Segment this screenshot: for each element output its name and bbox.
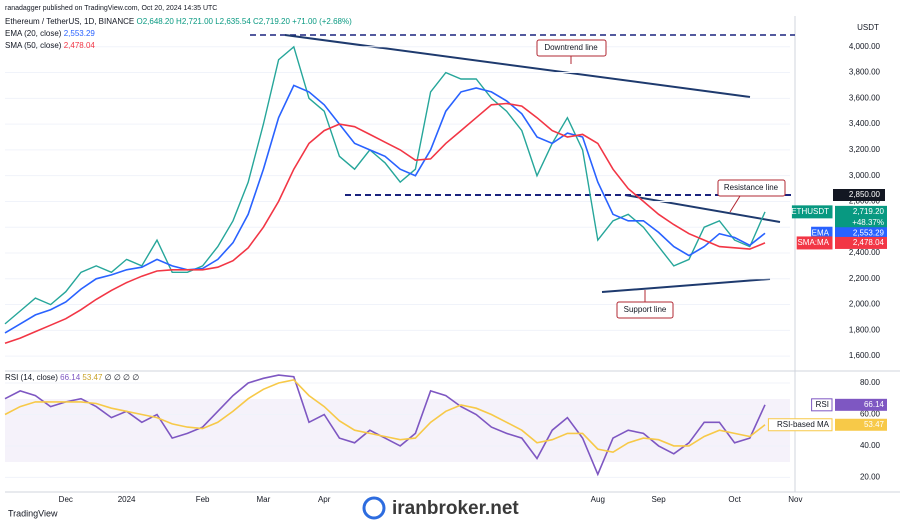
x-tick-label: Apr [318,495,331,504]
series-line [4,84,766,334]
series-line [4,45,766,325]
y-tick-label: 1,800.00 [849,325,881,334]
price-tag-label: 66.14 [864,400,885,409]
y-tick-label: 20.00 [860,473,881,482]
annotation-connector [729,195,741,213]
ohlc: O2,648.20 H2,721.00 L2,635.54 C2,719.20 … [136,17,352,26]
resistance-line [624,194,781,223]
tag-label: RSI-based MA [777,420,830,429]
y-tick-label: 3,400.00 [849,119,881,128]
x-tick-label: Nov [788,495,802,504]
downtrend-line [284,34,751,98]
legend-value: 66.14 [60,373,81,382]
y-tick-label: 2,000.00 [849,300,881,309]
y-tick-label: 80.00 [860,378,881,387]
legend-value: 2,553.29 [64,29,96,38]
x-tick-label: Feb [196,495,210,504]
price-tag-label: 2,553.29 [853,228,885,237]
tag-label: ETHUSDT [791,207,829,216]
tag-box [811,398,833,412]
price-tag [835,236,887,249]
x-tick-label: Dec [59,495,73,504]
annotation: Resistance line [724,183,779,192]
level-tag [833,189,885,201]
y-tick-label: 40.00 [860,441,881,450]
legend-ema: EMA (20, close) 2,553.29 [5,29,95,38]
y-tick-label: 3,800.00 [849,68,881,77]
publisher: ranadagger published on TradingView.com,… [5,5,217,12]
series-line [4,374,766,477]
watermark-icon [362,496,386,520]
tag-box [796,236,833,250]
tag-box [791,205,833,219]
x-tick-label: Oct [728,495,741,504]
y-tick-label: 1,600.00 [849,351,881,360]
symbol: Ethereum / TetherUS, 1D, BINANCE O2,648.… [5,17,352,26]
price-tag [835,418,887,431]
legend-extra: ∅ ∅ ∅ ∅ [105,373,140,382]
symbol-name: Ethereum / TetherUS, 1D, BINANCE [5,17,134,26]
x-tick-label: Sep [651,495,666,504]
price-tag [835,398,887,411]
y-tick-label: 60.00 [860,410,881,419]
annotation-box [717,179,786,197]
series-line [4,102,766,344]
series-line [4,379,766,454]
annotation: Support line [624,305,667,314]
x-tick-label: Aug [591,495,605,504]
price-tag-label: 2,478.04 [853,238,885,247]
price-tag-label: 53.47 [864,420,885,429]
x-tick-label: 2024 [118,495,136,504]
legend-value: 53.47 [82,373,103,382]
annotation: Downtrend line [544,43,598,52]
annotation-box [616,301,674,319]
annotation-box [536,39,607,57]
y-tick-label: 3,000.00 [849,171,881,180]
legend-label: RSI (14, close) [5,373,58,382]
y-tick-label: 2,200.00 [849,274,881,283]
tag-label: RSI [816,400,829,409]
support-line [601,278,771,293]
footer-brand: TradingView [8,508,58,518]
tag-box [767,418,833,432]
price-tag [835,227,887,240]
y-tick-label: 3,200.00 [849,145,881,154]
level-label: 2,850.00 [849,190,881,199]
legend-rsi: RSI (14, close) 66.14 53.47 ∅ ∅ ∅ ∅ [5,373,139,382]
currency: USDT [857,23,879,32]
rsi-band [5,399,790,462]
legend-value: 2,478.04 [64,41,96,50]
legend-label: EMA (20, close) [5,29,62,38]
x-tick-label: Mar [257,495,271,504]
y-tick-label: 2,400.00 [849,248,881,257]
price-change: +48.37% [852,218,884,227]
y-tick-label: 4,000.00 [849,42,881,51]
legend-sma: SMA (50, close) 2,478.04 [5,41,95,50]
watermark: iranbroker.net [392,498,519,519]
tag-label: EMA [812,228,830,237]
y-tick-label: 2,800.00 [849,197,881,206]
price-tag-label: 2,719.20 [853,207,885,216]
legend-label: SMA (50, close) [5,41,62,50]
tag-label: SMA:MA [797,238,829,247]
y-tick-label: 3,600.00 [849,93,881,102]
